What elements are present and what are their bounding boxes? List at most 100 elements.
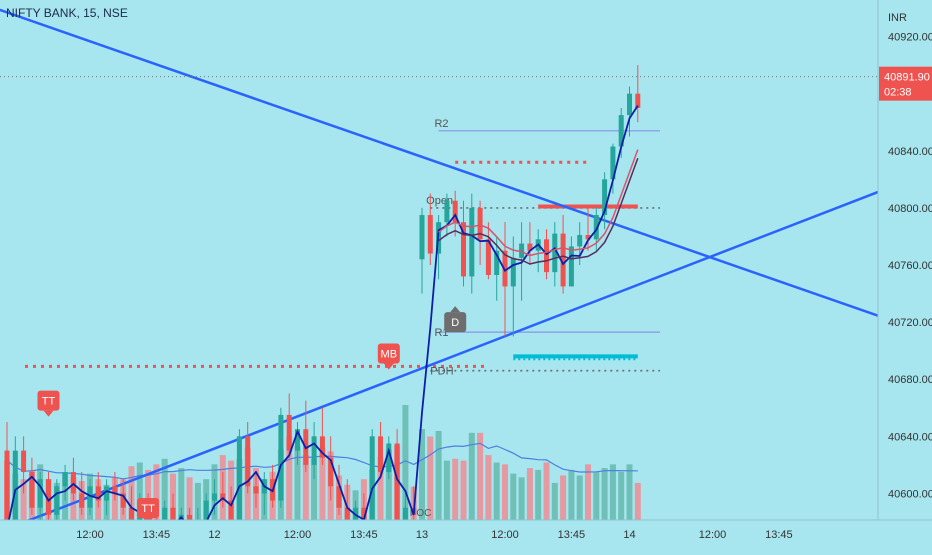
trendline-1 (0, 8, 878, 318)
candle-body (253, 486, 259, 494)
volume-bar (477, 432, 484, 520)
candle-body (245, 436, 251, 487)
volume-bar (161, 458, 168, 520)
marker-box (137, 498, 160, 518)
volume-bar (153, 464, 160, 520)
bar-countdown: 02:38 (884, 87, 912, 99)
marker-tail (383, 363, 394, 370)
candle-body (129, 507, 134, 520)
markers-layer: TT TT MB D (37, 306, 467, 520)
volume-bar (518, 477, 525, 520)
candle-body (120, 493, 126, 508)
volume-bar (585, 464, 591, 520)
volume-bar (634, 482, 641, 520)
x-tick-label: 12 (208, 529, 220, 541)
candle-body (469, 207, 475, 277)
chart-title: NIFTY BANK, 15, NSE (6, 6, 128, 20)
volume-bar (618, 471, 625, 520)
x-tick-label: 13 (416, 529, 428, 541)
candle-body (336, 486, 342, 508)
x-tick-label: 12:00 (284, 529, 312, 541)
candle-body (295, 429, 300, 451)
candle-body (485, 239, 491, 275)
candle-body (353, 507, 359, 520)
volume-bar (419, 429, 425, 520)
volume-bar (286, 436, 293, 520)
x-tick-label: 13:45 (558, 529, 586, 541)
candle-body (444, 200, 450, 223)
trendlines-layer (0, 8, 878, 520)
volume-bar (319, 447, 326, 520)
y-tick-label: 40840.00 (888, 146, 932, 158)
volume-bar (626, 464, 633, 520)
candle-body (502, 250, 508, 287)
candle-body (527, 243, 533, 251)
volume-bar (609, 464, 616, 520)
volume-bar (576, 475, 583, 520)
candle-body (378, 436, 383, 473)
moving-average-layer (8, 105, 639, 520)
candle-body (494, 250, 500, 275)
marker-tt: TT (37, 390, 60, 417)
candle-body (170, 507, 176, 520)
candle-body (560, 233, 566, 287)
candle-body (236, 436, 242, 520)
candle-body (585, 235, 591, 240)
candle-body (278, 414, 284, 501)
volume-bar (535, 469, 542, 520)
candle-body (311, 436, 317, 465)
candle-body (162, 507, 168, 520)
marker-label: TT (42, 396, 56, 408)
moving-average-line (8, 105, 639, 520)
volume-bar (435, 430, 442, 520)
candle-body (54, 486, 60, 515)
candle-body (618, 115, 624, 147)
candle-body (461, 222, 466, 277)
marker-mb: MB (377, 343, 400, 370)
volume-bar (452, 458, 459, 520)
envelope-upper (438, 149, 639, 257)
candle-body (361, 507, 367, 520)
candle-body (228, 500, 234, 520)
envelope-lower (438, 157, 639, 265)
marker-d: D (444, 306, 467, 333)
volume-bar (402, 405, 409, 520)
last-price-tag (879, 66, 932, 101)
y-tick-label: 40720.00 (888, 317, 932, 329)
candle-body (427, 215, 433, 254)
candle-body (12, 450, 18, 520)
candle-body (79, 493, 85, 508)
volume-bar (136, 462, 143, 520)
volume-bar (460, 460, 467, 520)
volume-bar (178, 468, 185, 520)
trendline-2 (26, 190, 878, 520)
candle-body (577, 235, 583, 247)
x-tick-label: 14 (623, 529, 635, 541)
candle-body (452, 200, 458, 223)
volume-bar (427, 436, 434, 520)
candle-body (510, 257, 516, 287)
currency-label: INR (888, 12, 907, 24)
candle-body (286, 414, 292, 451)
y-tick-label: 40800.00 (888, 203, 932, 215)
marker-tail (450, 306, 461, 313)
volume-bar (385, 449, 392, 520)
volume-bar (593, 471, 600, 520)
marker-label: MB (381, 349, 398, 361)
marker-box (377, 343, 400, 364)
marker-tail (143, 518, 154, 520)
marker-tt: TT (137, 498, 160, 520)
volume-bar (568, 469, 575, 520)
last-price-value: 40891.90 (884, 72, 930, 84)
candle-body (386, 443, 392, 473)
candle-body (187, 514, 193, 520)
volume-bar (468, 432, 475, 520)
candle-body (95, 486, 101, 501)
volume-bar (493, 462, 500, 520)
pdh-level-label: PDH (430, 366, 453, 378)
candle-body (419, 215, 425, 260)
y-tick-label: 40680.00 (888, 374, 932, 386)
price-axis-layer: INR 40600.00 40640.00 40680.00 40720.00 40760… (0, 0, 932, 520)
